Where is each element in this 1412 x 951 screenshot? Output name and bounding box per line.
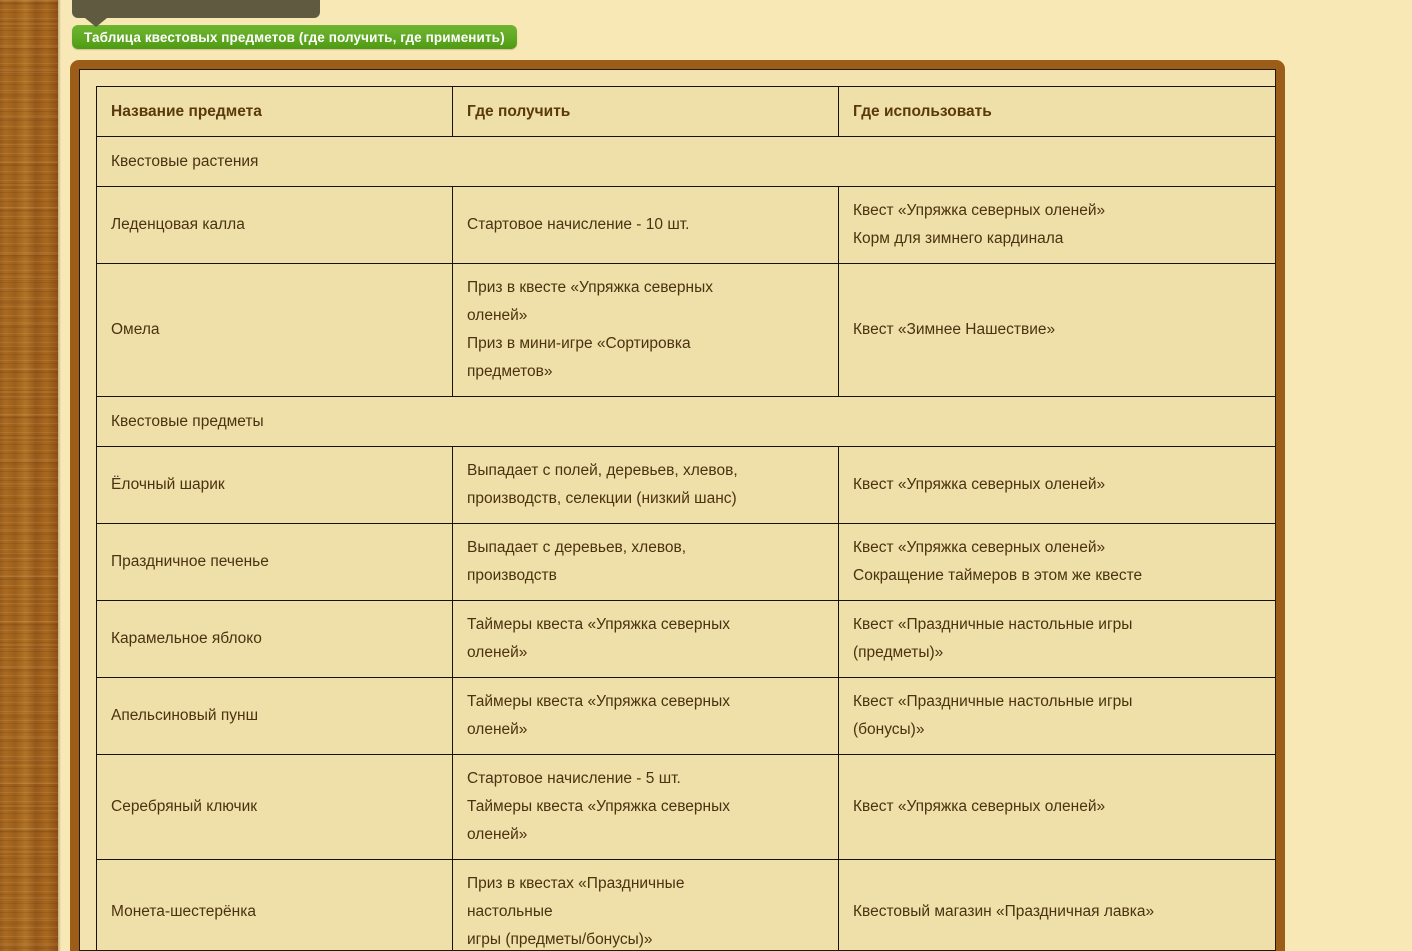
cell-line: (бонусы)» (853, 721, 925, 738)
cell-line: игры (предметы/бонусы)» (467, 931, 653, 948)
cell-line: Квест «Упряжка северных оленей» (853, 798, 1106, 815)
cell-item-name: Леденцовая калла (96, 186, 453, 264)
cell-where-to-use: Квест «Праздничные настольные игры (предм… (838, 600, 1275, 678)
cell-where-to-obtain: Выпадает с полей, деревьев, хлевов, произ… (452, 446, 839, 524)
column-header-obtain: Где получить (452, 86, 839, 137)
table-row: Леденцовая калла Стартовое начисление - 1… (96, 186, 1275, 264)
table-row: Апельсиновый пунш Таймеры квеста «Упряжка… (96, 677, 1275, 755)
cell-where-to-use: Квест «Упряжка северных оленей» Корм для … (838, 186, 1275, 264)
table-section-title: Квестовые растения (96, 136, 1275, 187)
cell-line: производств (467, 567, 557, 584)
cell-line: Квест «Упряжка северных оленей» (853, 539, 1106, 556)
quest-items-table-tab-button[interactable]: Таблица квестовых предметов (где получит… (72, 25, 517, 49)
cell-where-to-use: Квест «Упряжка северных оленей» Сокращени… (838, 523, 1275, 601)
cell-line: Выпадает с деревьев, хлевов, (467, 539, 687, 556)
cell-where-to-use: Квест «Зимнее Нашествие» (838, 263, 1275, 397)
cell-where-to-use: Квест «Упряжка северных оленей» (838, 754, 1275, 860)
cell-item-name: Карамельное яблоко (96, 600, 453, 678)
cell-line: Приз в мини-игре «Сортировка (467, 335, 691, 352)
cell-line: Квест «Праздничные настольные игры (853, 693, 1133, 710)
cell-where-to-obtain: Приз в квестах «Праздничные настольные игр… (452, 859, 839, 950)
table-frame: Название предмета Где получить Где испол… (70, 60, 1285, 951)
quest-items-table: Название предмета Где получить Где испол… (96, 86, 1275, 950)
cell-where-to-use: Квестовый магазин «Праздничная лавка» (838, 859, 1275, 950)
cell-item-name: Серебряный ключик (96, 754, 453, 860)
cell-line: Таймеры квеста «Упряжка северных (467, 693, 731, 710)
cell-line: Таймеры квеста «Упряжка северных (467, 616, 731, 633)
cell-line: Квест «Упряжка северных оленей» (853, 202, 1106, 219)
cell-line: оленей» (467, 721, 528, 738)
cell-line: Квест «Упряжка северных оленей» (853, 476, 1106, 493)
table-section-title: Квестовые предметы (96, 396, 1275, 447)
cell-line: Приз в квесте «Упряжка северных (467, 279, 713, 296)
table-row: Карамельное яблоко Таймеры квеста «Упряжк… (96, 600, 1275, 678)
cell-line: Таймеры квеста «Упряжка северных (467, 798, 731, 815)
cell-where-to-obtain: Выпадает с деревьев, хлевов, производств (452, 523, 839, 601)
cell-where-to-obtain: Стартовое начисление - 10 шт. (452, 186, 839, 264)
cell-line: Квест «Зимнее Нашествие» (853, 321, 1056, 338)
table-header-row: Название предмета Где получить Где испол… (96, 86, 1275, 137)
wooden-side-panel (0, 0, 58, 951)
cell-where-to-use: Квест «Упряжка северных оленей» (838, 446, 1275, 524)
tooltip-arrow-icon (85, 18, 107, 27)
cell-line: Стартовое начисление - 5 шт. (467, 770, 681, 787)
table-row: Серебряный ключик Стартовое начисление - … (96, 754, 1275, 860)
cell-line: Корм для зимнего кардинала (853, 230, 1064, 247)
cell-item-name: Праздничное печенье (96, 523, 453, 601)
wooden-panel-edge-shadow (58, 0, 61, 951)
table-row: Монета-шестерёнка Приз в квестах «Праздни… (96, 859, 1275, 950)
cell-where-to-obtain: Таймеры квеста «Упряжка северных оленей» (452, 600, 839, 678)
cell-where-to-obtain: Приз в квесте «Упряжка северных оленей» Пр… (452, 263, 839, 397)
cell-line: настольные (467, 903, 553, 920)
cell-line: Стартовое начисление - 10 шт. (467, 216, 690, 233)
table-row: Праздничное печенье Выпадает с деревьев, … (96, 523, 1275, 601)
cell-item-name: Монета-шестерёнка (96, 859, 453, 950)
table-section-row: Квестовые предметы (96, 396, 1275, 447)
cell-item-name: Ёлочный шарик (96, 446, 453, 524)
cell-line: (предметы)» (853, 644, 944, 661)
cell-line: Квест «Праздничные настольные игры (853, 616, 1133, 633)
table-body: Квестовые растения Леденцовая калла Старто… (96, 136, 1275, 950)
cell-where-to-use: Квест «Праздничные настольные игры (бонус… (838, 677, 1275, 755)
table-frame-inner: Название предмета Где получить Где испол… (79, 69, 1276, 951)
table-head: Название предмета Где получить Где испол… (96, 86, 1275, 137)
cell-line: Выпадает с полей, деревьев, хлевов, (467, 462, 738, 479)
tooltip-popup (72, 0, 320, 18)
tab-button-label: Таблица квестовых предметов (где получит… (84, 29, 505, 45)
cell-where-to-obtain: Таймеры квеста «Упряжка северных оленей» (452, 677, 839, 755)
column-header-name: Название предмета (96, 86, 453, 137)
cell-item-name: Омела (96, 263, 453, 397)
table-row: Омела Приз в квесте «Упряжка северных олен… (96, 263, 1275, 397)
column-header-use: Где использовать (838, 86, 1275, 137)
cell-line: предметов» (467, 363, 553, 380)
cell-line: Приз в квестах «Праздничные (467, 875, 685, 892)
cell-line: оленей» (467, 307, 528, 324)
cell-item-name: Апельсиновый пунш (96, 677, 453, 755)
table-row: Ёлочный шарик Выпадает с полей, деревьев,… (96, 446, 1275, 524)
cell-where-to-obtain: Стартовое начисление - 5 шт. Таймеры квес… (452, 754, 839, 860)
table-section-row: Квестовые растения (96, 136, 1275, 187)
cell-line: Сокращение таймеров в этом же квесте (853, 567, 1143, 584)
cell-line: оленей» (467, 644, 528, 661)
cell-line: Квестовый магазин «Праздничная лавка» (853, 903, 1155, 920)
cell-line: производств, селекции (низкий шанс) (467, 490, 737, 507)
cell-line: оленей» (467, 826, 528, 843)
